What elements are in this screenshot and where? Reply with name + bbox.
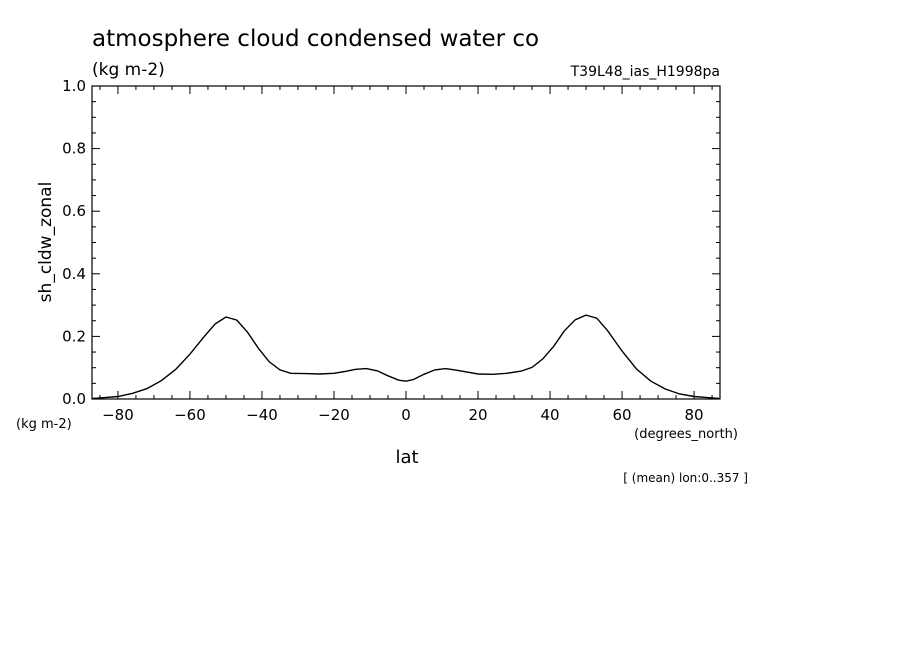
y-axis-units: (kg m-2) bbox=[16, 417, 72, 432]
y-tick-label: 0.4 bbox=[62, 265, 86, 283]
y-tick-label: 1.0 bbox=[62, 77, 86, 95]
y-tick-labels: 0.0 0.2 0.4 0.6 0.8 1.0 bbox=[62, 77, 86, 408]
y-tick-label: 0.8 bbox=[62, 140, 86, 158]
x-axis-label: lat bbox=[395, 447, 418, 468]
x-tick-label: 80 bbox=[685, 406, 704, 424]
x-tick-label: −60 bbox=[174, 406, 206, 424]
chart-subtitle: (kg m-2) bbox=[92, 60, 165, 80]
x-tick-label: 0 bbox=[401, 406, 411, 424]
x-tick-label: −20 bbox=[318, 406, 350, 424]
y-tick-label: 0.6 bbox=[62, 202, 86, 220]
x-tick-label: 20 bbox=[468, 406, 487, 424]
x-tick-label: 60 bbox=[613, 406, 632, 424]
chart-title: atmosphere cloud condensed water co bbox=[92, 26, 539, 52]
x-axis-units: (degrees_north) bbox=[634, 427, 738, 442]
x-tick-label: 40 bbox=[540, 406, 559, 424]
x-tick-label: −80 bbox=[102, 406, 134, 424]
plot-frame bbox=[91, 85, 721, 400]
dataset-label: T39L48_ias_H1998pa bbox=[570, 64, 720, 80]
y-axis-label: sh_cldw_zonal bbox=[36, 182, 56, 303]
axis-ticks bbox=[92, 85, 720, 400]
series-line-sh-cldw-zonal bbox=[92, 314, 720, 400]
y-tick-label: 0.2 bbox=[62, 327, 86, 345]
x-tick-label: −40 bbox=[246, 406, 278, 424]
x-tick-labels: −80 −60 −40 −20 0 20 40 60 80 bbox=[102, 406, 704, 424]
footnote: [ (mean) lon:0..357 ] bbox=[623, 471, 748, 485]
y-tick-label: 0.0 bbox=[62, 390, 86, 408]
